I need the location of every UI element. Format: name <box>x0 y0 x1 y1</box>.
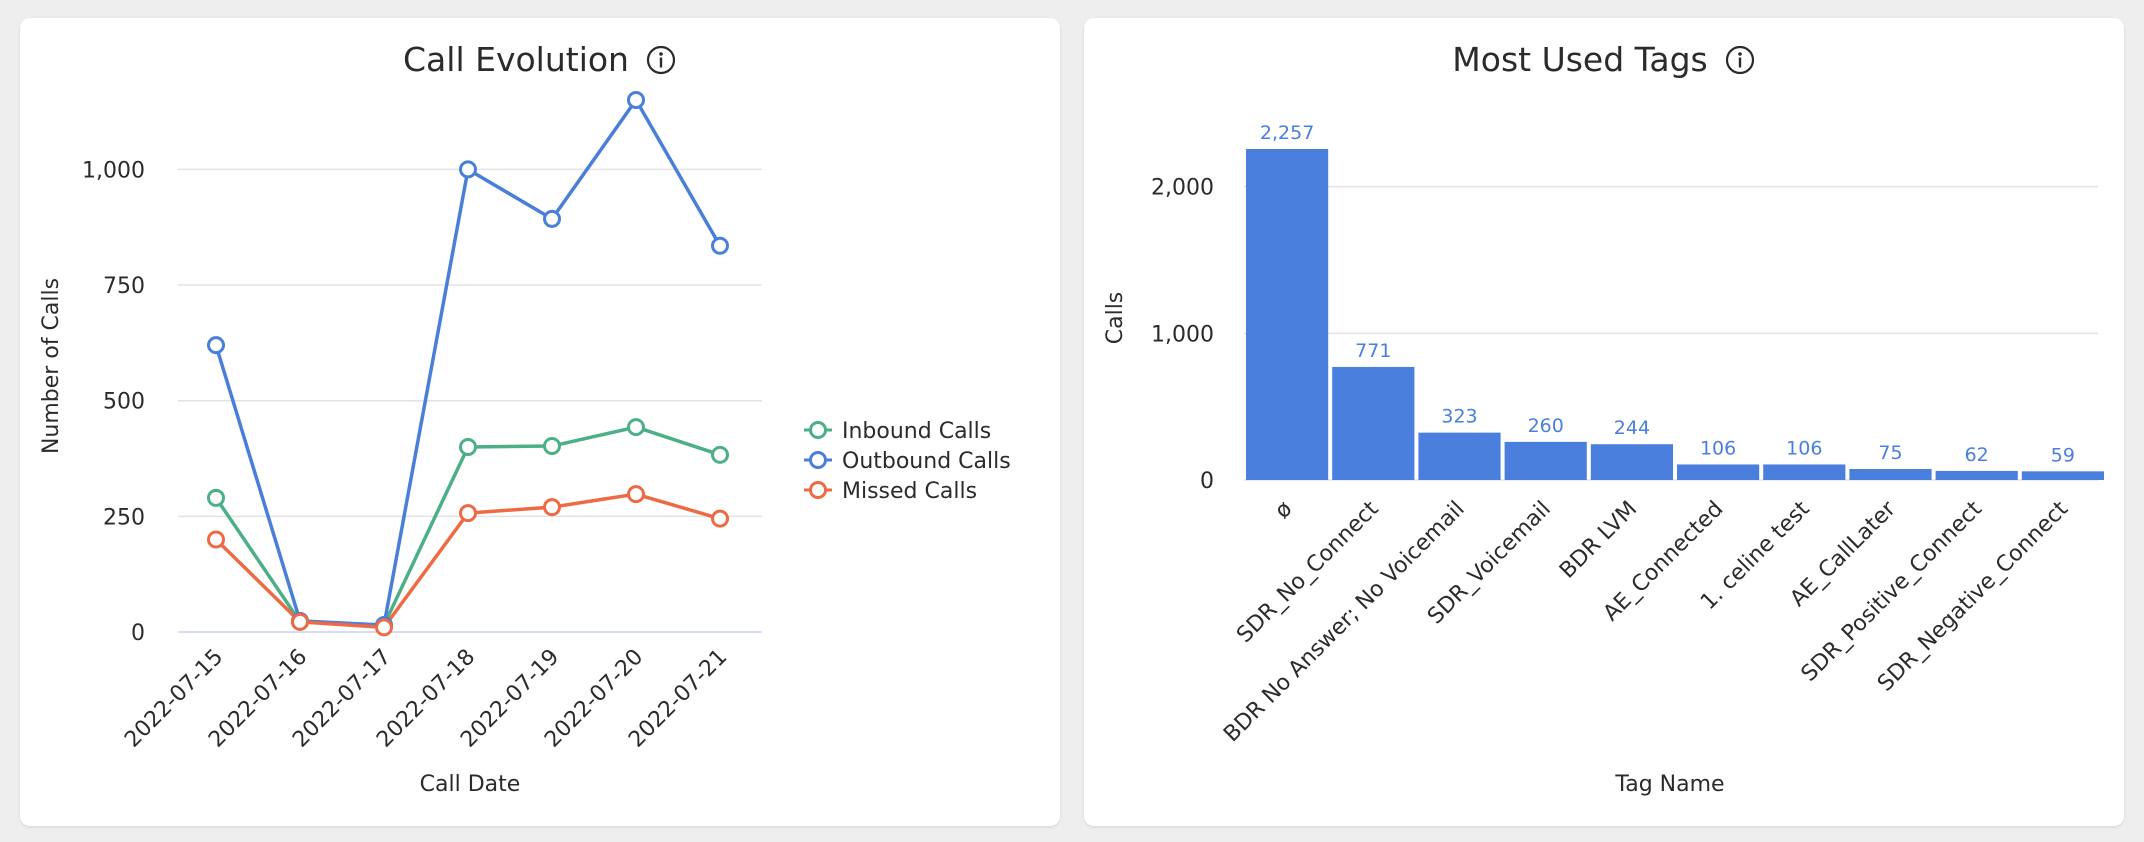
legend-marker <box>809 451 827 469</box>
y-tick-label: 0 <box>131 621 145 646</box>
data-point <box>627 485 645 504</box>
data-point <box>627 91 645 109</box>
x-tick-label: ø <box>1270 497 1297 524</box>
bar <box>1763 464 1846 480</box>
legend-marker <box>809 481 827 499</box>
bar-value-label: 323 <box>1441 406 1477 428</box>
bar-value-label: 244 <box>1614 417 1650 439</box>
card-header: Call Evolution <box>20 40 1060 79</box>
data-point <box>207 530 225 549</box>
data-point <box>459 160 477 179</box>
bar-value-label: 106 <box>1786 437 1822 459</box>
bar <box>1677 464 1760 480</box>
bar-value-label: 260 <box>1528 415 1564 437</box>
bar <box>1849 469 1932 480</box>
bar-chart: 0 1,000 2,000 2,257 ø 771 SDR_No_Connect 323 BDR… <box>1103 122 2104 797</box>
bar-value-label: 2,257 <box>1260 122 1314 144</box>
data-point <box>711 236 729 255</box>
card-header: Most Used Tags <box>1084 40 2124 79</box>
y-tick-label: 2,000 <box>1151 176 1214 201</box>
y-tick-label: 1,000 <box>82 158 145 183</box>
data-point <box>543 498 561 517</box>
legend-label: Outbound Calls <box>842 449 1011 474</box>
bar <box>1332 366 1415 480</box>
x-tick-label: SDR_Positive_Connect <box>1797 496 1987 686</box>
x-tick-label: SDR_No_Connect <box>1232 496 1384 648</box>
x-axis-label: Call Date <box>420 772 521 797</box>
series-line <box>214 98 722 627</box>
bar-value-label: 771 <box>1355 340 1391 362</box>
data-point <box>543 209 561 228</box>
y-axis-label: Number of Calls <box>39 278 64 454</box>
data-point <box>207 488 225 507</box>
card-title: Call Evolution <box>403 40 629 79</box>
call-evolution-card: Call Evolution 0 250 500 750 1,000 2022-07-15… <box>20 18 1060 826</box>
data-point <box>291 612 309 631</box>
bar <box>1504 441 1587 480</box>
data-point <box>375 618 393 637</box>
x-axis-label: Tag Name <box>1614 772 1724 797</box>
y-tick-label: 1,000 <box>1151 322 1214 347</box>
bar <box>1246 148 1329 480</box>
data-point <box>543 437 561 456</box>
most-used-tags-card: Most Used Tags 0 1,000 2,000 2,257 ø 771 SDR_N… <box>1084 18 2124 826</box>
data-point <box>207 336 225 355</box>
bar <box>1590 444 1673 480</box>
y-tick-label: 0 <box>1200 469 1214 494</box>
card-title: Most Used Tags <box>1452 40 1708 79</box>
x-tick-label: BDR LVM <box>1555 497 1642 584</box>
data-point <box>627 418 645 437</box>
y-axis-label: Calls <box>1103 292 1128 345</box>
info-icon[interactable] <box>1724 44 1756 76</box>
bar-value-label: 75 <box>1878 442 1902 464</box>
legend-label: Missed Calls <box>842 479 977 504</box>
data-point <box>459 437 477 456</box>
data-point <box>711 445 729 464</box>
data-point <box>459 504 477 523</box>
bar <box>1935 470 2018 480</box>
bar-value-label: 62 <box>1965 444 1989 466</box>
bar <box>2021 471 2104 480</box>
info-icon[interactable] <box>645 44 677 76</box>
legend-marker <box>809 421 827 439</box>
legend-label: Inbound Calls <box>842 419 991 444</box>
bar-value-label: 59 <box>2051 444 2075 466</box>
y-tick-label: 500 <box>103 390 145 415</box>
bar-value-label: 106 <box>1700 437 1736 459</box>
bar <box>1418 432 1501 480</box>
line-chart: 02505007501,0002022-07-152022-07-162022-… <box>39 91 1011 797</box>
y-tick-label: 250 <box>103 505 145 530</box>
y-tick-label: 750 <box>103 274 145 299</box>
data-point <box>711 509 729 528</box>
